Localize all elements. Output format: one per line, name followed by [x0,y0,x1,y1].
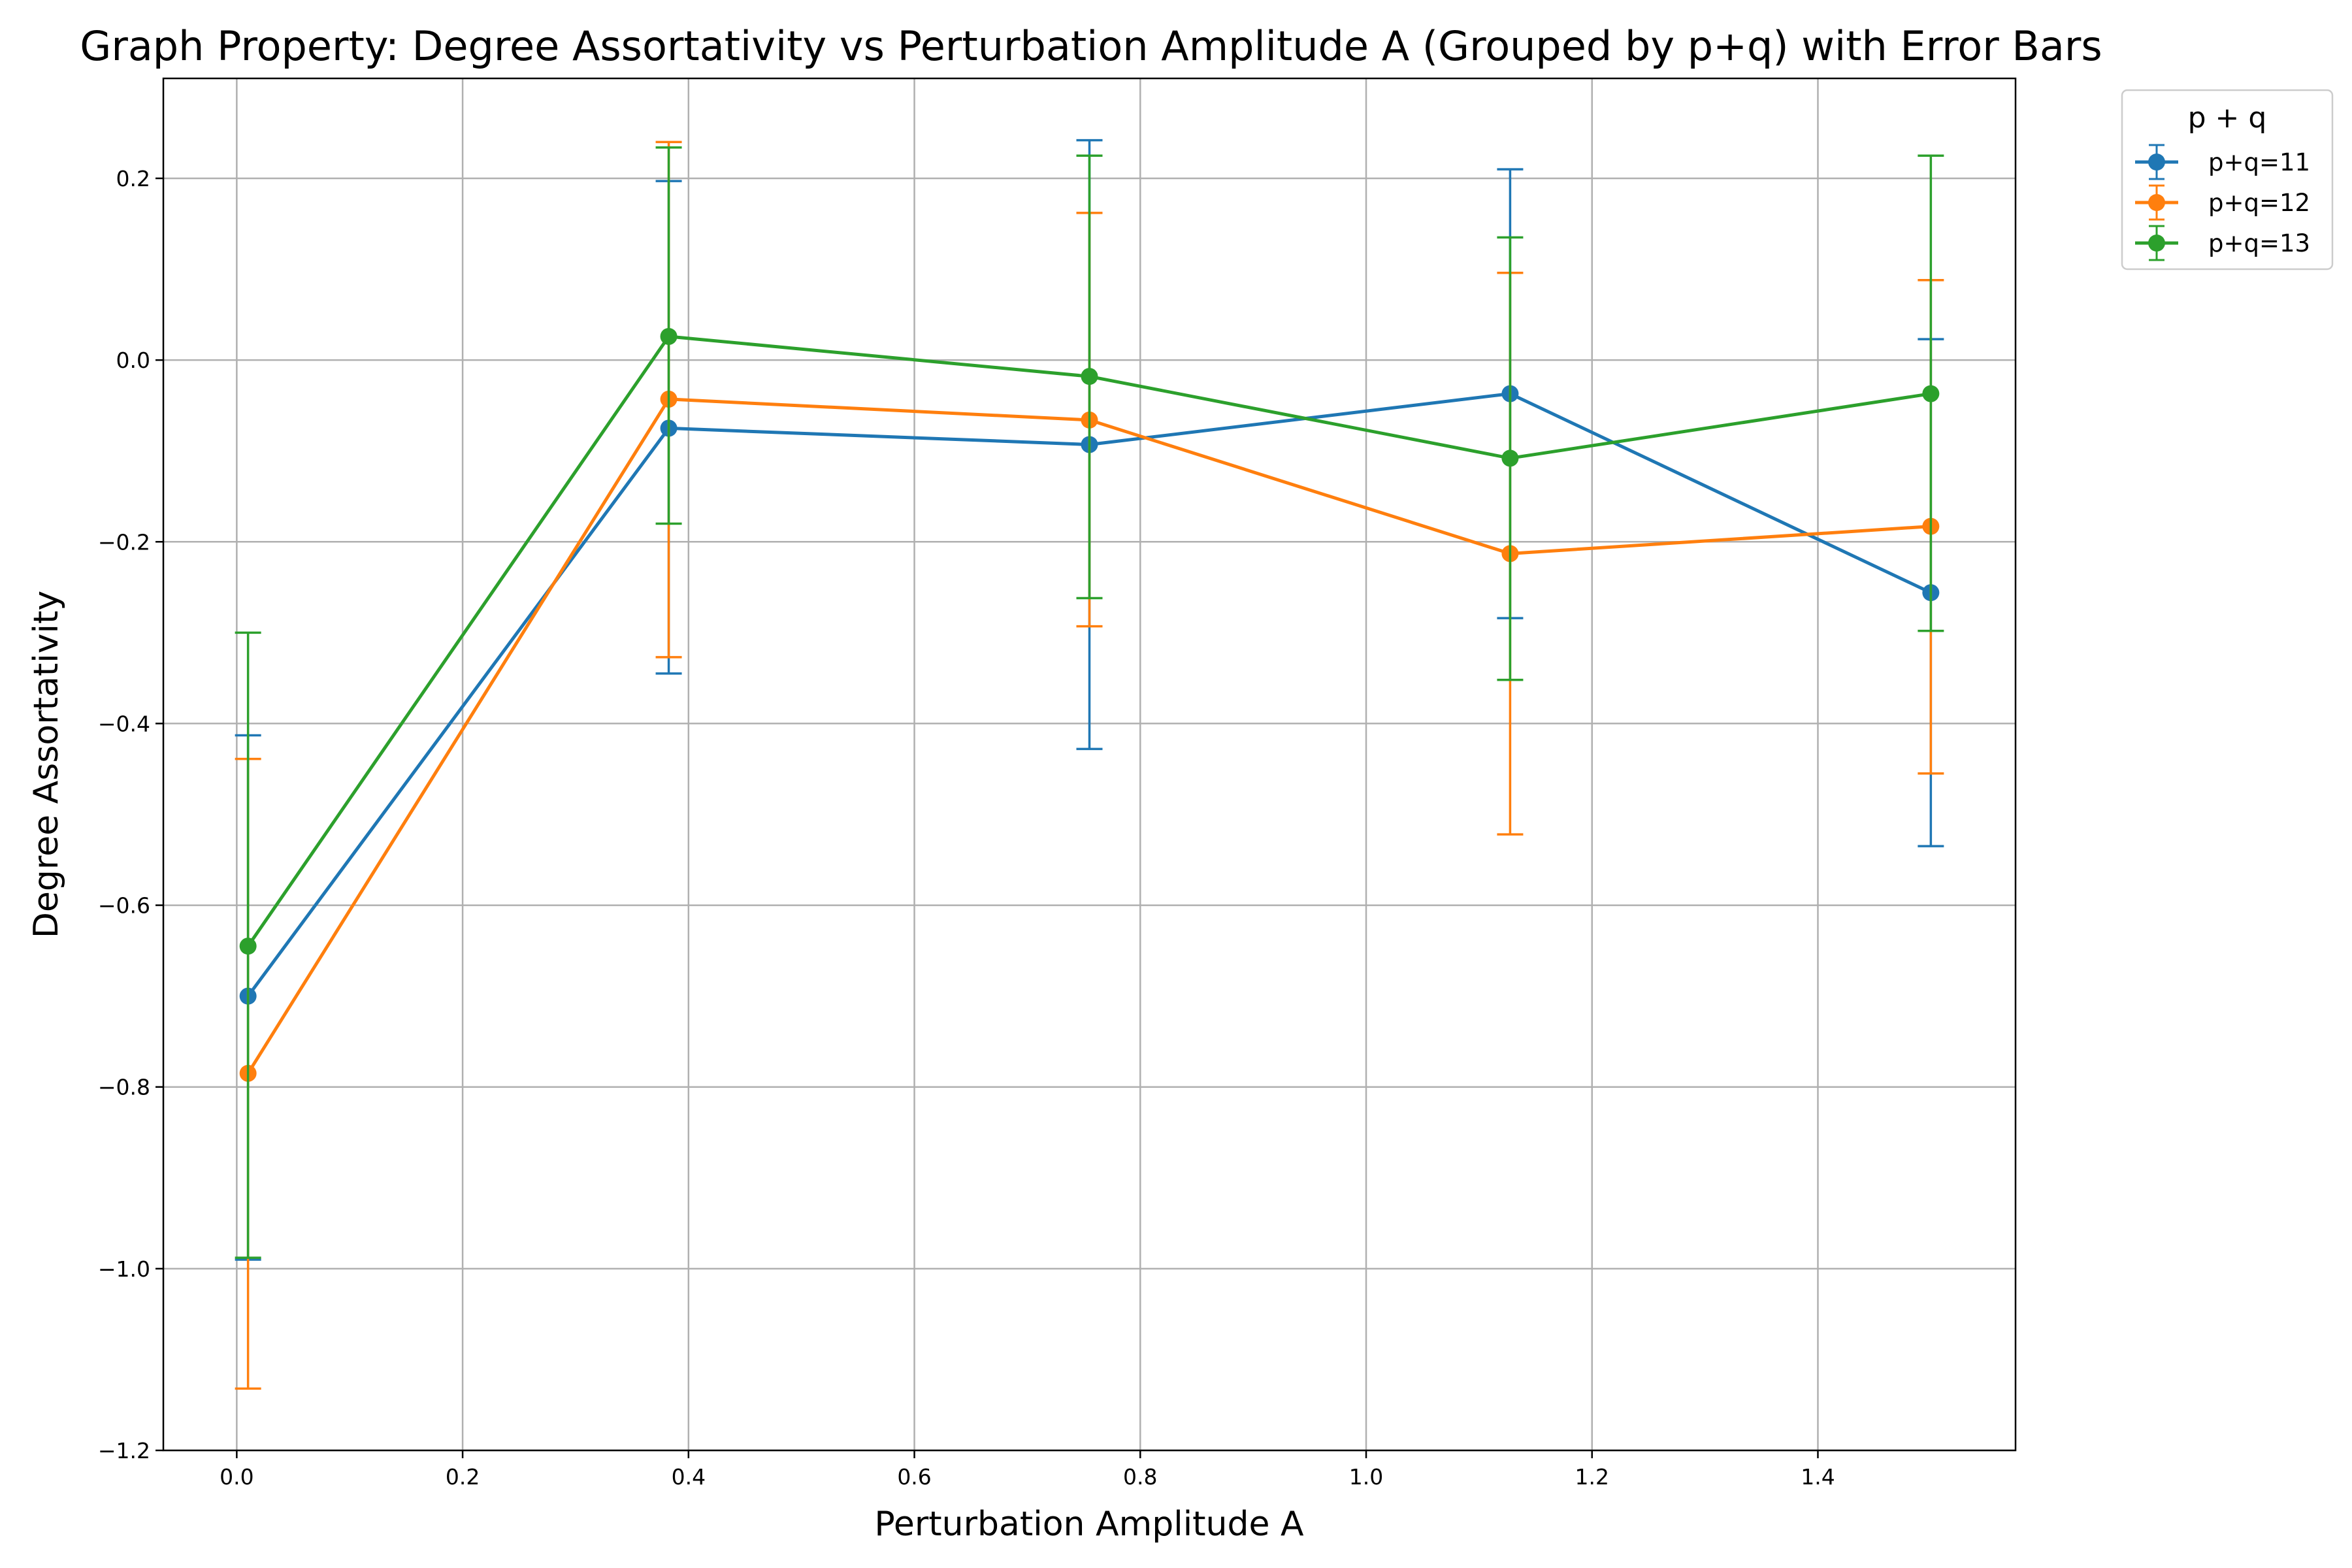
legend: p + q p+q=11 p+q=12 p+q=13 [2121,89,2334,270]
x-tick-label: 1.0 [1349,1464,1383,1490]
y-axis-label: Degree Assortativity [27,591,66,938]
x-tick-label: 0.8 [1123,1464,1157,1490]
legend-title: p + q [2188,101,2267,135]
x-tick-label: 0.0 [220,1464,253,1490]
x-tick-label: 1.4 [1801,1464,1835,1490]
data-point [1081,368,1098,385]
x-tick-label: 0.4 [672,1464,706,1490]
series-layer [235,139,1944,1390]
y-tick-label: 0.0 [116,348,150,373]
ticks: 0.0 0.2 0.4 0.6 0.8 1.0 1.2 1.4 −1.2 −1.0 −0.8 −0.6… [98,166,1835,1490]
data-point [660,327,678,345]
legend-label: p+q=13 [2208,229,2310,257]
legend-swatch-marker [2148,235,2165,252]
y-tick-label: −0.6 [98,893,150,919]
x-tick-label: 0.2 [446,1464,480,1490]
chart-title: Graph Property: Degree Assortativity vs … [80,22,2102,70]
legend-frame [2121,89,2334,270]
x-axis-label: Perturbation Amplitude A [874,1505,1304,1544]
legend-entry: p+q=12 [2135,184,2310,221]
y-tick-label: −0.2 [98,529,150,555]
legend-entries: p+q=11 p+q=12 p+q=13 [2135,144,2310,261]
y-tick-label: −1.0 [98,1256,150,1282]
data-point [239,938,257,955]
x-tick-label: 1.2 [1575,1464,1609,1490]
data-point [1922,385,1940,402]
y-tick-label: −1.2 [98,1438,150,1463]
series-p-q-13 [235,146,1944,1259]
x-tick-label: 0.6 [897,1464,931,1490]
legend-entry: p+q=13 [2135,225,2310,261]
y-tick-label: 0.2 [116,166,150,191]
legend-swatch-marker [2148,154,2165,171]
data-point [1501,449,1519,467]
y-tick-label: −0.8 [98,1075,150,1100]
plot-frame [162,77,2017,1452]
legend-entry: p+q=11 [2135,144,2310,180]
legend-swatch-marker [2148,194,2165,211]
legend-label: p+q=12 [2208,189,2310,217]
legend-label: p+q=11 [2208,148,2310,176]
y-tick-label: −0.4 [98,711,150,736]
